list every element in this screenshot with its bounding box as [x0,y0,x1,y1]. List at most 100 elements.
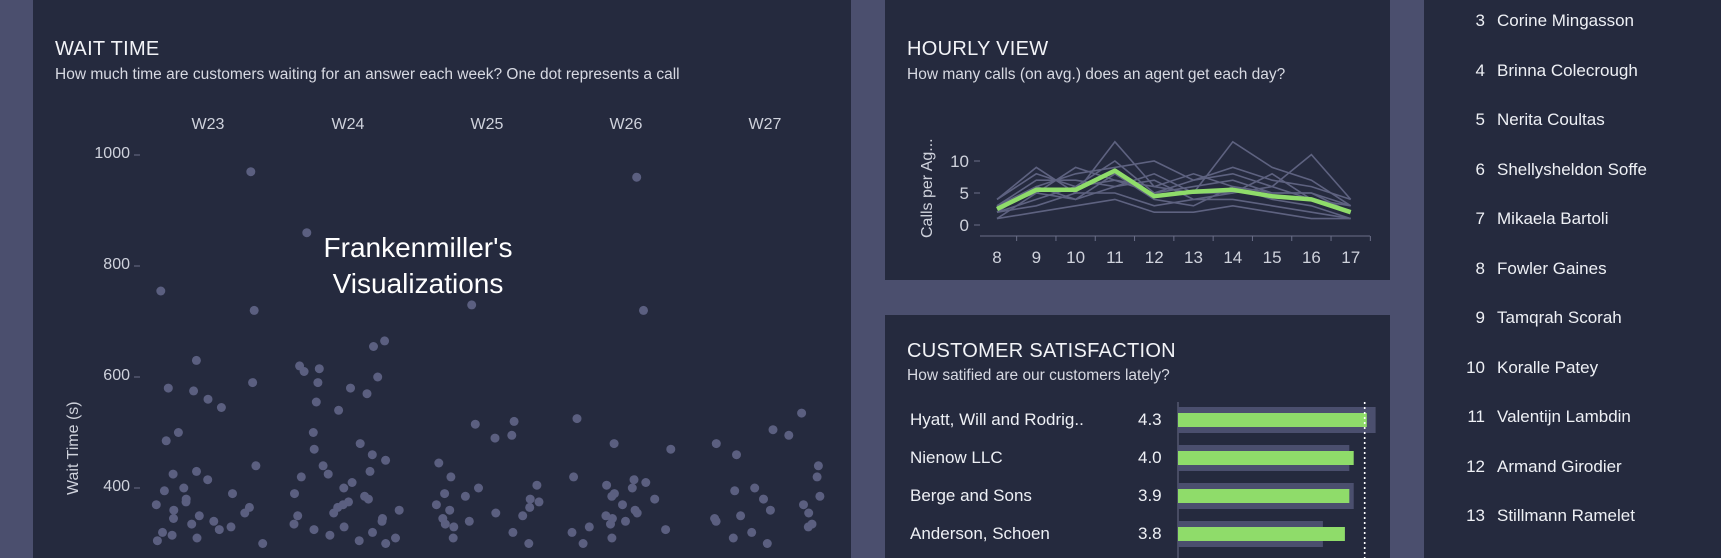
call-dot [768,425,778,435]
call-dot [750,483,760,493]
ranking-row: 13 Stillmann Ramelet [1454,506,1684,536]
call-dot [641,478,651,487]
rank-number: 3 [1475,11,1485,30]
week-label: W23 [191,116,225,133]
call-dot [445,505,455,515]
hourly-view-panel [885,0,1390,280]
hourly-y-tick: 5 [960,184,969,203]
call-dot [490,433,500,443]
call-dot [187,519,197,529]
wait-time-subtitle: How much time are customers waiting for … [55,66,680,83]
call-dot [381,539,391,548]
call-dot [621,516,630,526]
call-dot [606,519,615,529]
hourly-x-tick: 12 [1145,248,1164,267]
call-dot [299,367,309,376]
call-dot [464,516,474,526]
call-dot [632,172,642,182]
call-dot [296,472,306,482]
call-dot [347,478,357,487]
satisfaction-bar [1178,451,1354,465]
satisfaction-title: CUSTOMER SATISFACTION [907,340,1176,362]
call-dot [318,461,328,471]
call-dot [815,491,825,501]
call-dot [661,525,671,535]
call-dot [380,336,390,346]
agent-line [996,192,1351,220]
call-dot [569,472,579,482]
call-dot [169,505,179,515]
call-dot [629,475,639,485]
agent-ranking-list: 3 Corine Mingasson 4 Brinna Colecrough 5 Neri… [1424,0,1721,558]
agent-name: Tamqrah Scorah [1497,308,1622,327]
call-dot [440,519,450,529]
rank-number: 7 [1475,209,1485,228]
call-dot [474,483,483,493]
rank-number: 6 [1475,159,1485,179]
agent-line [996,172,1351,213]
call-dot [355,439,365,449]
call-dot [524,539,534,548]
agent-name: Koralle Patey [1497,357,1599,377]
watermark-line-1: Frankenmiller's [323,232,513,263]
call-dot [191,355,201,365]
agent-name: Brinna Colecrough [1497,60,1638,80]
hourly-y-label: Calls per Ag... [919,138,936,238]
agent-name: Mikaela Bartoli [1497,209,1609,228]
call-dot [784,430,794,440]
call-dot [747,527,757,537]
satisfaction-score: 3.8 [1138,524,1162,543]
ranking-row: 10 Koralle Patey [1454,358,1684,388]
ranking-row: 12 Armand Girodier [1454,457,1684,487]
wait-time-y-tick: 1000 [94,145,130,162]
rank-number: 11 [1467,407,1485,426]
call-dot [572,414,582,424]
call-dot [369,342,378,351]
call-dot [618,500,627,510]
call-dot [308,428,318,437]
call-dot [339,483,349,493]
call-dot [732,450,741,460]
call-dot [246,167,256,177]
agent-name: Stillmann Ramelet [1497,506,1635,525]
call-dot [309,525,319,535]
rank-number: 10 [1466,357,1485,377]
call-dot [381,455,391,465]
wait-time-y-tick: 400 [103,478,130,495]
call-dot [491,508,501,518]
ranking-row: 6 Shellysheldon Soffe [1454,160,1684,190]
call-dot [434,458,444,468]
call-dot [173,428,183,437]
call-dot [209,516,219,526]
call-dot [762,539,772,548]
satisfaction-bar [1178,413,1367,427]
call-dot [179,483,189,493]
call-dot [602,480,612,490]
agent-name: Nerita Coultas [1497,110,1605,129]
call-dot [216,403,226,412]
call-dot [354,536,364,546]
rank-number: 12 [1466,456,1485,476]
agent-name: Corine Mingasson [1497,11,1635,30]
call-dot [159,486,169,496]
call-dot [325,530,335,540]
agent-name: Shellysheldon Soffe [1497,159,1647,179]
satisfaction-score: 4.3 [1138,410,1162,429]
call-dot [290,489,299,499]
hourly-x-tick: 14 [1223,248,1242,267]
call-dot [362,389,372,399]
rank-number: 8 [1475,258,1485,278]
call-dot [627,483,637,493]
hourly-x-tick: 15 [1263,248,1282,267]
call-dot [192,466,201,476]
wait-time-title: WAIT TIME [55,38,160,60]
call-dot [168,469,178,479]
call-dot [192,533,202,543]
call-dot [367,450,377,460]
rank-number: 4 [1475,60,1485,80]
hourly-view-title: HOURLY VIEW [907,38,1049,60]
call-dot [293,511,303,521]
customer-name: Anderson, Schoen [910,524,1050,543]
call-dot [666,444,676,454]
